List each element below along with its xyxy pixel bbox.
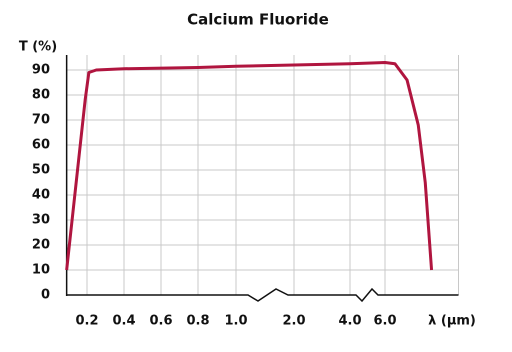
x-tick-label: 2.0	[282, 314, 305, 329]
y-axis-label: T (%)	[19, 40, 57, 55]
data-line	[65, 61, 434, 271]
x-tick-label: 0.4	[112, 314, 135, 329]
y-tick-label: 20	[32, 238, 50, 253]
x-axis-label: λ (μm)	[428, 314, 476, 329]
y-tick-label: 50	[32, 163, 50, 178]
x-tick-label: 6.0	[373, 314, 396, 329]
x-tick-label: 0.6	[149, 314, 172, 329]
x-tick-label: 0.2	[75, 314, 98, 329]
x-tick-label: 0.8	[186, 314, 209, 329]
y-tick-label: 10	[32, 263, 50, 278]
y-tick-label: 40	[32, 188, 50, 203]
x-axis	[66, 287, 459, 303]
y-tick-label: 60	[32, 138, 50, 153]
x-tick-label: 1.0	[224, 314, 247, 329]
y-tick-label: 80	[32, 88, 50, 103]
y-tick-label: 0	[41, 288, 50, 303]
x-tick-label: 4.0	[338, 314, 361, 329]
chart-title: Calcium Fluoride	[187, 11, 329, 29]
y-tick-label: 90	[32, 63, 50, 78]
y-tick-label: 30	[32, 213, 50, 228]
y-tick-label: 70	[32, 113, 50, 128]
